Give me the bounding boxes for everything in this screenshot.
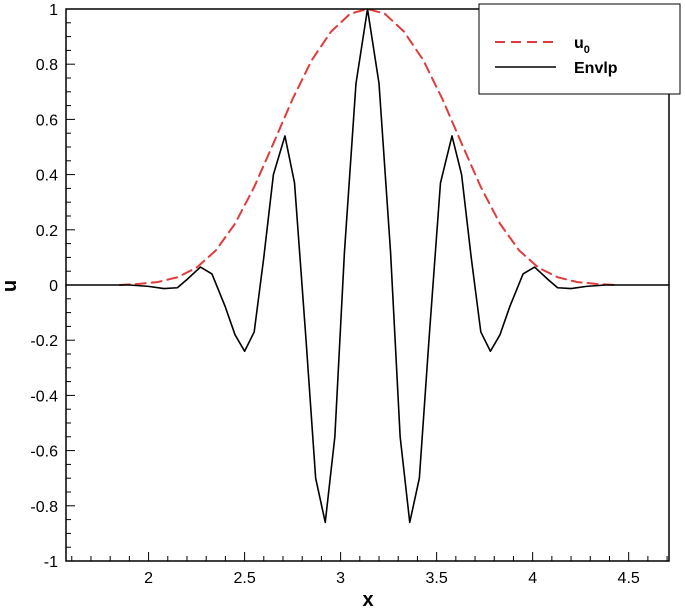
- y-tick-label: -0.2: [30, 333, 58, 350]
- x-tick-label: 3: [336, 570, 345, 587]
- y-tick-label: 1: [49, 2, 58, 19]
- legend-label-u0-main: u: [574, 35, 584, 52]
- y-tick-label: -0.6: [30, 444, 58, 461]
- y-tick-label: 0.2: [36, 223, 58, 240]
- legend-label-envlp: Envlp: [574, 60, 618, 77]
- y-tick-label: 0.6: [36, 112, 58, 129]
- y-tick-label: -1: [44, 554, 58, 571]
- y-tick-label: 0.8: [36, 57, 58, 74]
- x-tick-label: 2.5: [233, 570, 255, 587]
- legend-label-u0-subscript: 0: [584, 44, 590, 56]
- legend-label-u0: u0: [574, 35, 590, 56]
- y-tick-label: 0.4: [36, 168, 58, 185]
- x-tick-label: 4.5: [618, 570, 640, 587]
- series-line-0: [118, 8, 617, 286]
- y-axis-ticks: -1 -0.8 -0.6 -0.4 -0.2 0 0.2 0.4 0.6 0.8 1: [30, 2, 75, 571]
- x-axis-title: x: [362, 589, 373, 609]
- legend-box: [478, 3, 681, 95]
- x-tick-label: 4: [528, 570, 537, 587]
- x-axis-ticks: 2 2.5 3 3.5 4 4.5: [71, 552, 668, 587]
- y-tick-label: -0.8: [30, 499, 58, 516]
- y-tick-label: 0: [49, 278, 58, 295]
- legend: u0 Envlp: [478, 3, 681, 95]
- x-tick-label: 3.5: [426, 570, 448, 587]
- y-tick-label: -0.4: [30, 388, 58, 405]
- x-tick-label: 2: [144, 570, 153, 587]
- y-axis-title: u: [0, 280, 21, 292]
